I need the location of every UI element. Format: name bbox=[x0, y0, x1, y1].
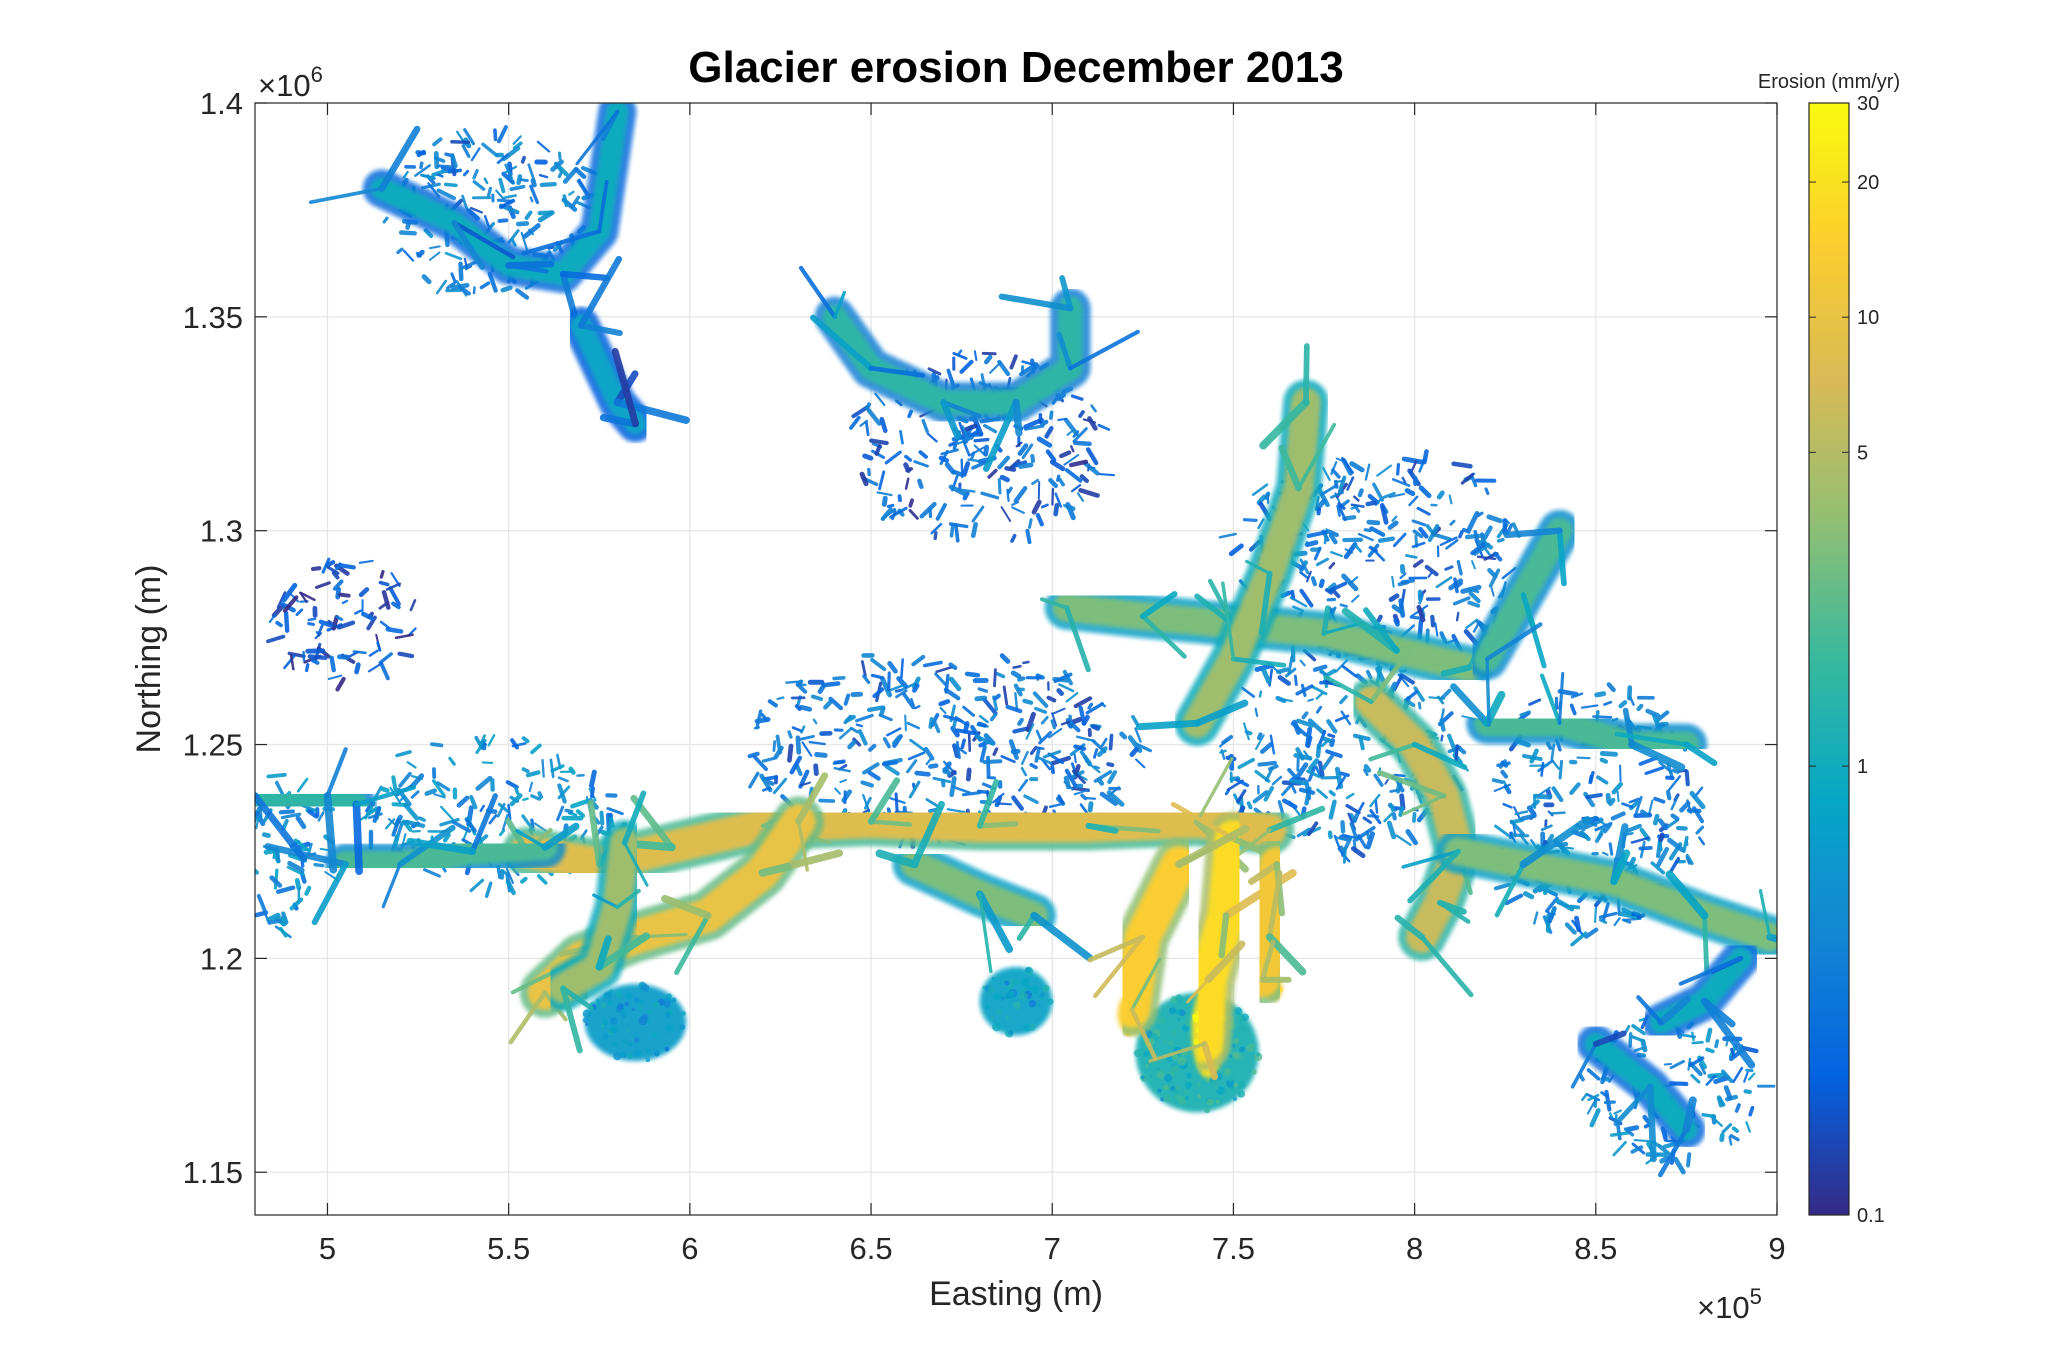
x-tick-label: 7 bbox=[1044, 1231, 1061, 1266]
y-tick-label: 1.3 bbox=[200, 514, 243, 549]
colorbar-tick-label: 30 bbox=[1857, 93, 1879, 115]
y-tick-label: 1.15 bbox=[183, 1155, 243, 1190]
y-exponent-label: ×106 bbox=[258, 62, 323, 103]
y-exponent-base: ×10 bbox=[258, 68, 311, 103]
colorbar-tick-label: 1 bbox=[1857, 756, 1868, 778]
svg-text:×105: ×105 bbox=[1697, 1284, 1762, 1325]
colorbar-tick-label: 0.1 bbox=[1857, 1205, 1885, 1227]
chart-title: Glacier erosion December 2013 bbox=[688, 43, 1343, 92]
glacier-trunk bbox=[1251, 864, 1302, 980]
x-exponent-base: ×10 bbox=[1697, 1290, 1750, 1325]
colorbar-gradient bbox=[1809, 103, 1849, 1215]
x-tick-label: 8.5 bbox=[1574, 1231, 1617, 1266]
x-tick-label: 9 bbox=[1768, 1231, 1785, 1266]
x-tick-label: 6 bbox=[681, 1231, 698, 1266]
x-tick-label: 7.5 bbox=[1212, 1231, 1255, 1266]
y-tick-label: 1.2 bbox=[200, 941, 243, 976]
svg-text:×106: ×106 bbox=[258, 62, 323, 103]
colorbar-tick-label: 5 bbox=[1857, 442, 1868, 464]
colorbar-tick-label: 10 bbox=[1857, 307, 1879, 329]
x-exponent-label: ×105 bbox=[1697, 1284, 1762, 1325]
y-tick-label: 1.35 bbox=[183, 300, 243, 335]
colorbar-tick-label: 20 bbox=[1857, 172, 1879, 194]
x-axis-label: Easting (m) bbox=[929, 1275, 1103, 1313]
y-tick-label: 1.25 bbox=[183, 728, 243, 763]
y-exponent-power: 6 bbox=[311, 62, 323, 87]
x-tick-label: 5 bbox=[319, 1231, 336, 1266]
plot-area bbox=[255, 103, 1777, 1215]
colorbar: Erosion (mm/yr) 0.1 1 5 10 20 30 bbox=[1758, 71, 1900, 1227]
y-tick-label: 1.4 bbox=[200, 86, 243, 121]
y-axis-label: Northing (m) bbox=[130, 565, 168, 754]
x-tick-label: 6.5 bbox=[849, 1231, 892, 1266]
x-exponent-power: 5 bbox=[1750, 1284, 1762, 1309]
x-tick-label: 8 bbox=[1406, 1231, 1423, 1266]
x-tick-label: 5.5 bbox=[487, 1231, 530, 1266]
colorbar-label: Erosion (mm/yr) bbox=[1758, 71, 1900, 93]
